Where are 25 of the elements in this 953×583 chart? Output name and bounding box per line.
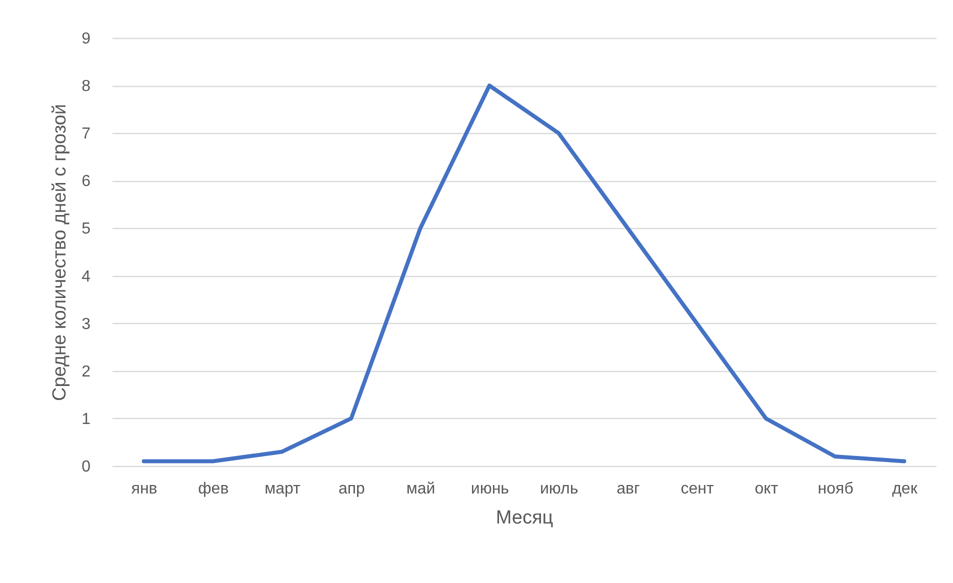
y-tick-label: 0 — [82, 458, 91, 476]
y-tick-label: 6 — [82, 173, 91, 190]
y-tick-label: 3 — [82, 316, 91, 333]
y-tick-label: 5 — [82, 220, 91, 238]
x-tick-label: фев — [198, 480, 229, 498]
x-tick-label: апр — [338, 480, 366, 498]
x-tick-label: июнь — [470, 480, 509, 498]
x-tick-label: июль — [540, 480, 578, 498]
y-axis-title: Средне количество дней с грозой — [50, 104, 71, 401]
x-tick-label: дек — [892, 480, 918, 498]
x-tick-label: янв — [131, 480, 158, 498]
x-tick-label: нояб — [818, 480, 854, 498]
y-tick-label: 2 — [82, 363, 91, 380]
x-tick-label: окт — [754, 480, 779, 498]
x-tick-label: май — [406, 480, 436, 498]
y-tick-label: 9 — [82, 30, 91, 48]
x-tick-label: март — [264, 480, 302, 498]
y-tick-label: 1 — [82, 410, 91, 428]
x-tick-label: авг — [616, 480, 640, 498]
x-tick-label: сент — [680, 480, 715, 498]
y-tick-label: 8 — [82, 78, 91, 96]
x-axis-title: Месяц — [496, 508, 554, 528]
line-series — [142, 84, 906, 464]
y-tick-label: 4 — [82, 268, 91, 286]
y-tick-label: 7 — [82, 126, 91, 143]
